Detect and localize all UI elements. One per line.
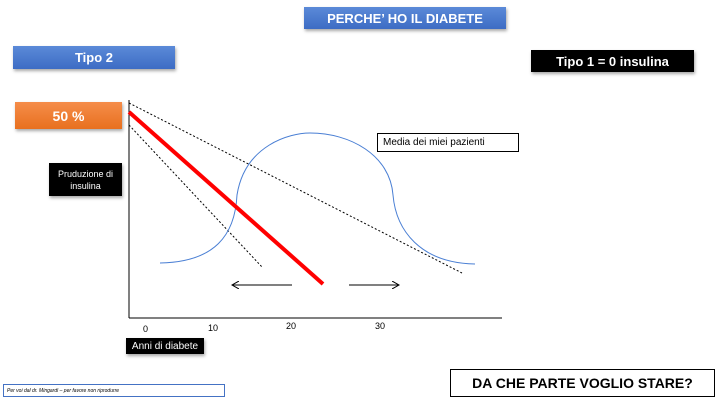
tipo1-label: Tipo 1 = 0 insulina — [531, 50, 694, 72]
y-axis-label: Pruduzione di insulina — [49, 163, 122, 196]
question-box: DA CHE PARTE VOGLIO STARE? — [450, 369, 715, 397]
tipo2-label: Tipo 2 — [13, 46, 175, 69]
x-axis-label: Anni di diabete — [126, 338, 204, 354]
insulin-decline-line — [127, 110, 325, 286]
x-tick: 30 — [375, 321, 386, 331]
dotted-line-slow — [128, 102, 463, 274]
dotted-line-fast — [128, 124, 263, 268]
footer-note: Per voi dal dr. Mingardi – per favore no… — [3, 384, 225, 397]
x-tick: 10 — [208, 323, 219, 333]
x-tick: 20 — [286, 321, 297, 331]
x-tick: 0 — [143, 324, 149, 334]
curve-label: Media dei miei pazienti — [377, 133, 519, 152]
slide-title: PERCHE’ HO IL DIABETE — [304, 7, 506, 29]
patients-curve — [159, 132, 476, 265]
percent-label: 50 % — [15, 102, 122, 129]
